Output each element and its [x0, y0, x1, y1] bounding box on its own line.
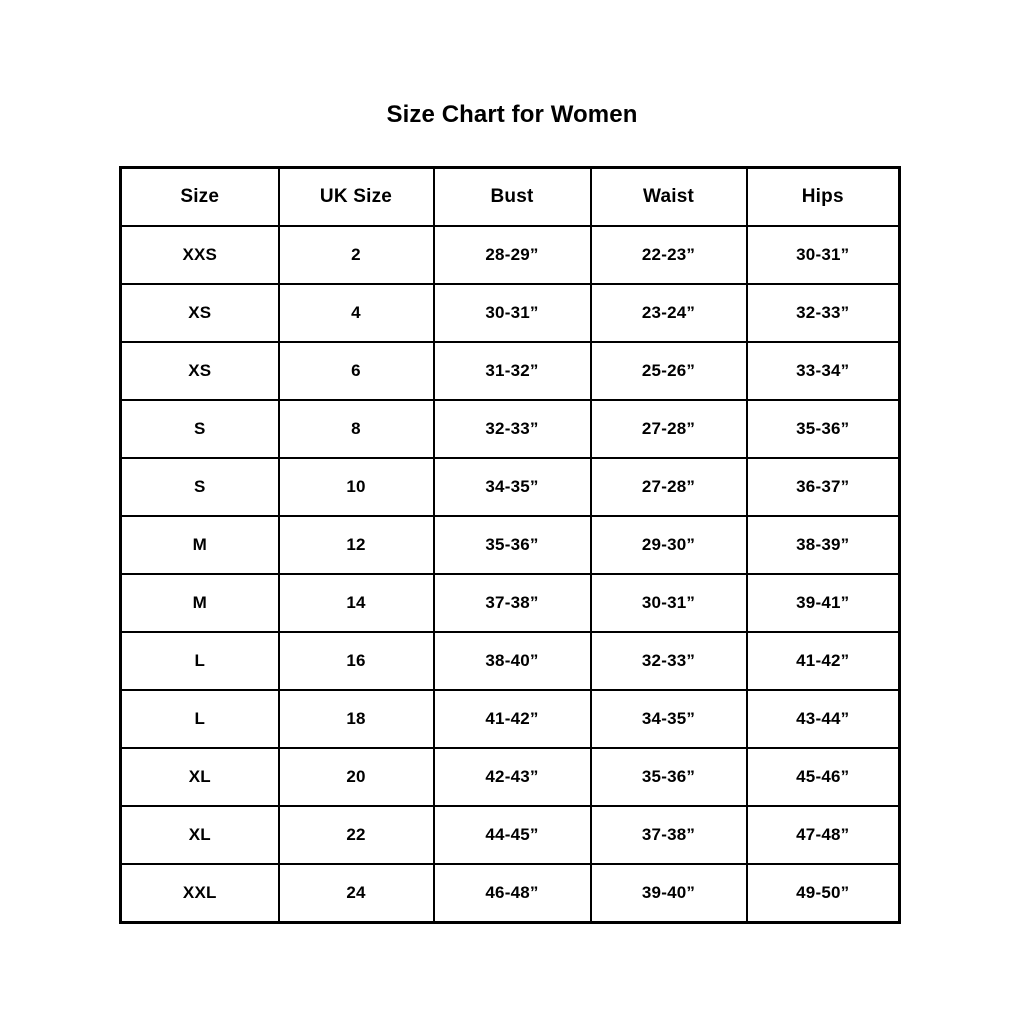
cell-size: L [119, 689, 280, 749]
table-header-row: Size UK Size Bust Waist Hips [119, 166, 901, 227]
cell-uk-size: 6 [277, 341, 435, 401]
table-row: XXL 24 46-48” 39-40” 49-50” [119, 863, 901, 924]
cell-uk-size: 24 [277, 863, 435, 924]
table-row: M 12 35-36” 29-30” 38-39” [119, 515, 901, 575]
cell-hips: 41-42” [745, 631, 901, 691]
cell-waist: 27-28” [589, 457, 748, 517]
column-header-size: Size [119, 166, 280, 227]
table-row: L 18 41-42” 34-35” 43-44” [119, 689, 901, 749]
table-row: L 16 38-40” 32-33” 41-42” [119, 631, 901, 691]
column-header-bust: Bust [432, 166, 592, 227]
table-body: XXS 2 28-29” 22-23” 30-31” XS 4 30-31” 23-24” 32-… [119, 225, 901, 924]
cell-bust: 46-48” [432, 863, 592, 924]
cell-hips: 39-41” [745, 573, 901, 633]
cell-waist: 30-31” [589, 573, 748, 633]
cell-waist: 27-28” [589, 399, 748, 459]
table-header: Size UK Size Bust Waist Hips [119, 166, 901, 227]
cell-hips: 36-37” [745, 457, 901, 517]
cell-size: M [119, 573, 280, 633]
cell-waist: 35-36” [589, 747, 748, 807]
cell-hips: 43-44” [745, 689, 901, 749]
cell-size: S [119, 457, 280, 517]
size-chart-table-container: Size UK Size Bust Waist Hips XXS 2 28-29” 2… [119, 166, 901, 924]
table-row: XL 20 42-43” 35-36” 45-46” [119, 747, 901, 807]
cell-bust: 28-29” [432, 225, 592, 285]
cell-uk-size: 10 [277, 457, 435, 517]
cell-waist: 32-33” [589, 631, 748, 691]
cell-size: XXS [119, 225, 280, 285]
cell-waist: 25-26” [589, 341, 748, 401]
column-header-waist: Waist [589, 166, 748, 227]
cell-waist: 23-24” [589, 283, 748, 343]
column-header-uk-size: UK Size [277, 166, 435, 227]
cell-bust: 32-33” [432, 399, 592, 459]
cell-size: XS [119, 283, 280, 343]
cell-bust: 42-43” [432, 747, 592, 807]
cell-size: XXL [119, 863, 280, 924]
cell-hips: 33-34” [745, 341, 901, 401]
cell-waist: 34-35” [589, 689, 748, 749]
cell-hips: 49-50” [745, 863, 901, 924]
cell-waist: 29-30” [589, 515, 748, 575]
cell-size: XL [119, 805, 280, 865]
cell-bust: 35-36” [432, 515, 592, 575]
cell-bust: 31-32” [432, 341, 592, 401]
cell-hips: 47-48” [745, 805, 901, 865]
cell-hips: 30-31” [745, 225, 901, 285]
cell-uk-size: 2 [277, 225, 435, 285]
column-header-hips: Hips [745, 166, 901, 227]
table-row: M 14 37-38” 30-31” 39-41” [119, 573, 901, 633]
cell-uk-size: 20 [277, 747, 435, 807]
cell-bust: 30-31” [432, 283, 592, 343]
cell-uk-size: 8 [277, 399, 435, 459]
cell-size: XL [119, 747, 280, 807]
table-row: S 10 34-35” 27-28” 36-37” [119, 457, 901, 517]
cell-hips: 35-36” [745, 399, 901, 459]
cell-uk-size: 22 [277, 805, 435, 865]
cell-size: S [119, 399, 280, 459]
cell-size: XS [119, 341, 280, 401]
cell-hips: 45-46” [745, 747, 901, 807]
table-row: XXS 2 28-29” 22-23” 30-31” [119, 225, 901, 285]
cell-uk-size: 18 [277, 689, 435, 749]
table-row: XL 22 44-45” 37-38” 47-48” [119, 805, 901, 865]
table-row: S 8 32-33” 27-28” 35-36” [119, 399, 901, 459]
cell-waist: 37-38” [589, 805, 748, 865]
cell-waist: 22-23” [589, 225, 748, 285]
cell-uk-size: 4 [277, 283, 435, 343]
cell-size: M [119, 515, 280, 575]
cell-bust: 41-42” [432, 689, 592, 749]
cell-bust: 34-35” [432, 457, 592, 517]
cell-bust: 37-38” [432, 573, 592, 633]
table-row: XS 6 31-32” 25-26” 33-34” [119, 341, 901, 401]
cell-bust: 38-40” [432, 631, 592, 691]
cell-uk-size: 16 [277, 631, 435, 691]
cell-uk-size: 14 [277, 573, 435, 633]
cell-hips: 32-33” [745, 283, 901, 343]
cell-size: L [119, 631, 280, 691]
cell-uk-size: 12 [277, 515, 435, 575]
page-title: Size Chart for Women [386, 101, 638, 128]
size-chart-table: Size UK Size Bust Waist Hips XXS 2 28-29” 2… [119, 166, 901, 924]
cell-hips: 38-39” [745, 515, 901, 575]
cell-waist: 39-40” [589, 863, 748, 924]
table-row: XS 4 30-31” 23-24” 32-33” [119, 283, 901, 343]
cell-bust: 44-45” [432, 805, 592, 865]
